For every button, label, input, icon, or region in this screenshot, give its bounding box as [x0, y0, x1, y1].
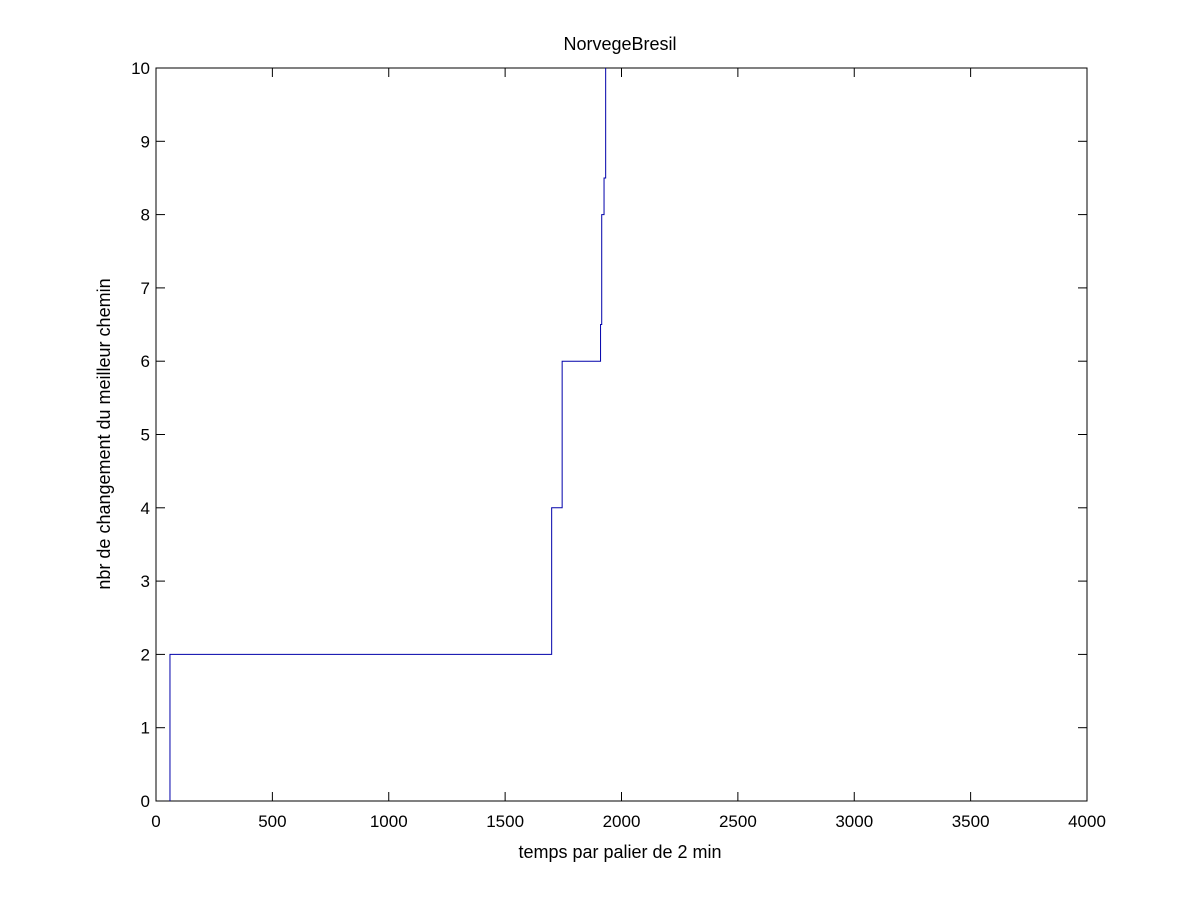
y-tick-label: 5	[141, 426, 150, 445]
series-line	[169, 68, 607, 801]
x-tick-label: 2500	[719, 812, 757, 831]
y-tick-label: 0	[141, 792, 150, 811]
x-tick-label: 4000	[1068, 812, 1106, 831]
y-tick-label: 2	[141, 645, 150, 664]
x-tick-label: 3500	[952, 812, 990, 831]
y-tick-label: 10	[131, 59, 150, 78]
y-tick-label: 8	[141, 206, 150, 225]
x-tick-label: 2000	[603, 812, 641, 831]
y-axis-title: nbr de changement du meilleur chemin	[94, 278, 114, 589]
y-tick-label: 7	[141, 279, 150, 298]
x-tick-label: 0	[151, 812, 160, 831]
x-tick-label: 1000	[370, 812, 408, 831]
x-tick-label: 500	[258, 812, 286, 831]
y-tick-label: 1	[141, 719, 150, 738]
y-tick-label: 6	[141, 352, 150, 371]
x-axis-title: temps par palier de 2 min	[518, 842, 721, 862]
chart-title: NorvegeBresil	[563, 34, 676, 54]
axis-tick-labels: 0 500 1000 1500 2000 2500 3000 3500 4000 0 1 2 3 4 5 6 7…	[131, 59, 1106, 831]
y-tick-label: 3	[141, 572, 150, 591]
axis-ticks	[155, 67, 1088, 802]
plot-area	[155, 67, 1088, 802]
x-tick-label: 3000	[835, 812, 873, 831]
y-tick-label: 4	[141, 499, 150, 518]
x-tick-label: 1500	[486, 812, 524, 831]
y-tick-label: 9	[141, 132, 150, 151]
